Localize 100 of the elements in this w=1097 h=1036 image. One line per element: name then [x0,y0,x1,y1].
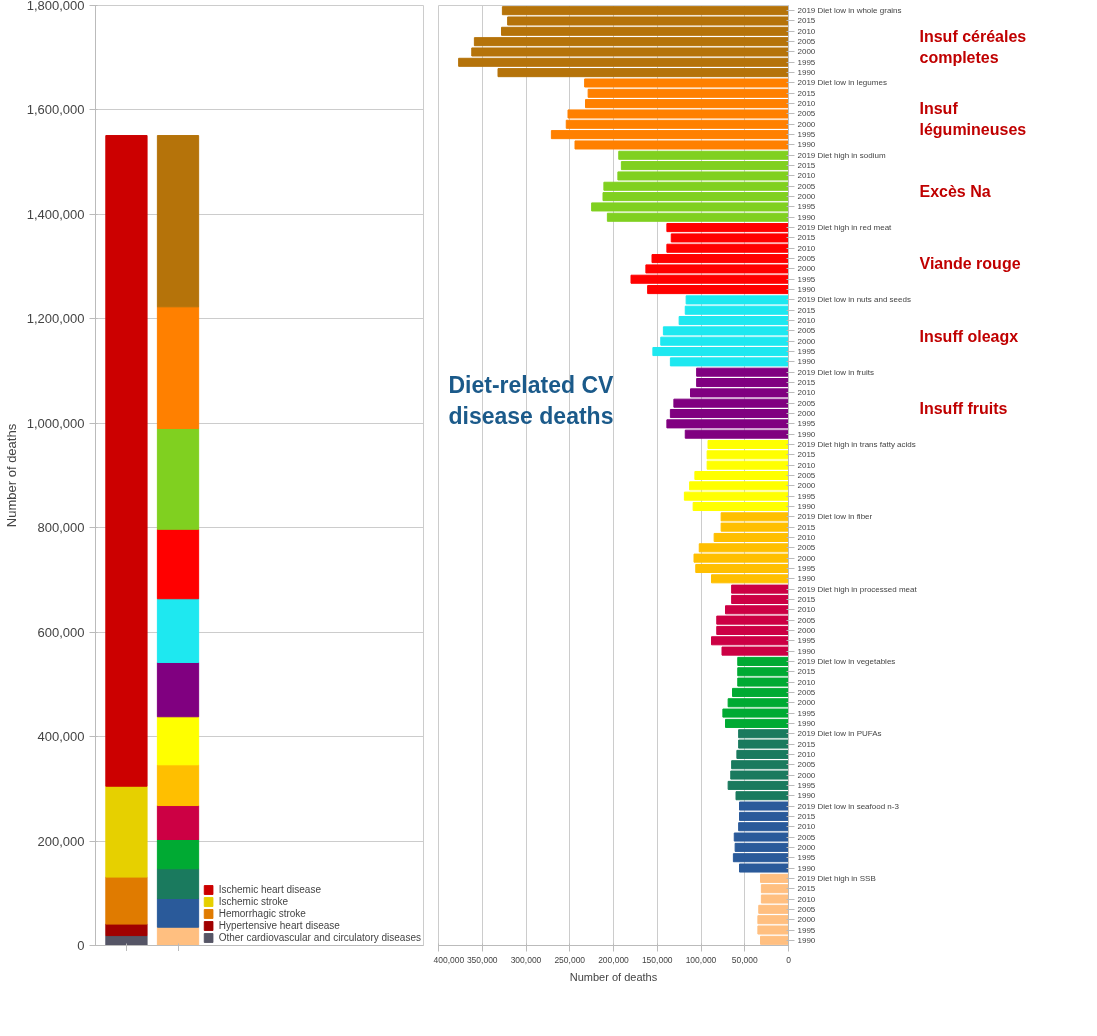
y-tick-label: 1990 [797,501,816,511]
y-tick-label: 2010 [797,388,816,398]
y-tick-label: 2015 [797,522,816,532]
y-tick-label: 1995 [797,636,816,646]
y-tick-label: 2019 Diet low in fruits [797,367,874,377]
y-tick-label: 2005 [797,832,816,842]
y-tick-label: 1990 [797,935,816,945]
y-tick-label: 2015 [797,667,816,677]
x-tick-label: 50,000 [731,954,759,965]
y-tick-label: 1,000,000 [26,415,85,431]
x-axis-title: Number of deaths [569,970,658,983]
y-tick-label: 2000 [797,409,816,419]
y-tick-label: 2005 [797,398,816,408]
y-tick-label: 2015 [797,811,816,821]
y-tick-label: 1995 [797,780,816,790]
y-tick-label: 1990 [797,285,816,295]
y-tick-label: 2015 [797,594,816,604]
y-tick-label: 400,000 [37,729,85,745]
x-tick-label: 250,000 [554,954,586,965]
y-tick-label: 2019 Diet high in red meat [797,223,893,233]
y-tick-label: 1990 [797,212,816,222]
x-tick-label: 200,000 [598,954,630,965]
y-tick-label: 2010 [797,171,816,181]
y-tick-label: 2015 [797,739,816,749]
y-tick-label: 2005 [797,543,816,553]
y-tick-label: 1990 [797,646,816,656]
y-tick-label: 2010 [797,460,816,470]
y-tick-label: 1995 [797,491,816,501]
y-tick-label: 2010 [797,26,816,36]
y-tick-label: 2000 [797,698,816,708]
y-tick-label: 1990 [797,574,816,584]
y-tick-label: 1990 [797,68,816,78]
y-tick-label: 2000 [797,47,816,57]
y-tick-label: 1990 [797,863,816,873]
y-tick-label: 2019 Diet low in nuts and seeds [797,295,911,305]
y-tick-label: 2005 [797,254,816,264]
y-tick-label: 2000 [797,842,816,852]
y-tick-label: 2010 [797,532,816,542]
y-tick-label: 2000 [797,770,816,780]
y-tick-label: 2000 [797,625,816,635]
y-tick-label: 1995 [797,57,816,67]
y-tick-label: 2015 [797,450,816,460]
text: Insuf céréales completes [919,28,1027,66]
y-tick-label: 2015 [797,884,816,894]
y-tick-label: 2000 [797,481,816,491]
y-tick-label: 1,600,000 [26,102,85,118]
y-tick-label: 1990 [797,140,816,150]
text: Insuff fruits [919,399,1008,417]
x-tick-label: 300,000 [510,954,542,965]
y-tick-label: 0 [77,938,85,953]
y-tick-label: 2015 [797,233,816,243]
y-tick-label: 2019 Diet low in legumes [797,78,887,88]
x-tick-label: 350,000 [466,954,498,965]
y-tick-label: 2019 Diet high in sodium [797,150,886,160]
y-tick-label: 2000 [797,119,816,129]
y-tick-label: 2010 [797,316,816,326]
y-tick-label: 2015 [797,88,816,98]
annotation: Diet-related CV disease deaths [448,372,615,430]
legend-label: Hemorrhagic stroke [218,908,306,919]
y-tick-label: 2005 [797,687,816,697]
y-tick-label: 2019 Diet high in processed meat [797,584,918,594]
y-tick-label: 2015 [797,161,816,171]
y-tick-label: 1995 [797,708,816,718]
y-tick-label: 1,800,000 [26,0,85,13]
y-tick-label: 2005 [797,326,816,336]
y-tick-label: 1990 [797,791,816,801]
y-tick-label: 2005 [797,615,816,625]
y-tick-label: 2000 [797,915,816,925]
y-tick-label: 1995 [797,853,816,863]
y-tick-label: 2010 [797,243,816,253]
y-tick-label: 2015 [797,378,816,388]
y-tick-label: 1,200,000 [26,311,85,327]
y-tick-label: 1995 [797,274,816,284]
y-tick-label: 1,400,000 [26,206,85,222]
y-tick-label: 600,000 [37,624,85,640]
text: Viande rouge [919,255,1021,273]
legend-label: Ischemic stroke [218,896,289,907]
y-tick-label: 1990 [797,718,816,728]
y-tick-label: 2015 [797,16,816,26]
y-tick-label: 2005 [797,181,816,191]
y-tick-label: 2015 [797,305,816,315]
y-tick-label: 1995 [797,202,816,212]
y-tick-label: 2000 [797,192,816,202]
y-tick-label: 2019 Diet low in fiber [797,512,873,522]
y-tick-label: 200,000 [37,833,85,849]
y-tick-label: 2005 [797,471,816,480]
y-tick-label: 2010 [797,677,816,687]
y-tick-label: 2010 [797,822,816,832]
y-tick-label: 2019 Diet high in SSB [797,873,876,883]
y-tick-label: 2005 [797,109,816,119]
y-tick-label: 2010 [797,99,816,109]
y-tick-label: 2019 Diet low in PUFAs [797,729,882,739]
y-tick-label: 2010 [797,749,816,759]
x-tick-label: 400,000 [433,954,465,965]
y-tick-label: 1995 [797,347,816,357]
x-tick-label: 150,000 [641,954,673,965]
y-tick-label: 2000 [797,553,816,563]
x-tick-label: 0 [786,954,792,965]
y-tick-label: 1990 [797,357,816,367]
y-tick-label: 1990 [797,429,816,439]
